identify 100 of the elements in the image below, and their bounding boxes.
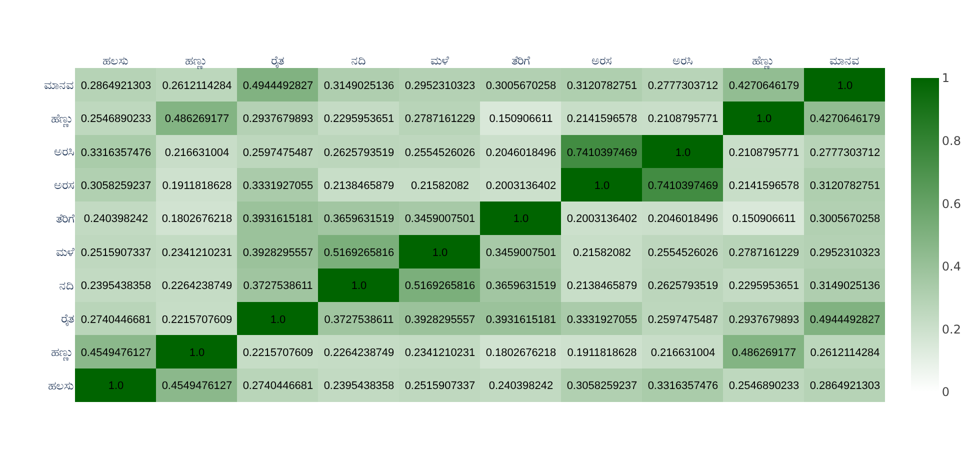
data-label: 0.21582082 [572,246,632,259]
data-label: 0.2046018496 [486,146,556,159]
data-label: 0.3316357476 [648,380,718,392]
data-label: 0.2295953651 [324,112,394,125]
data-label: 0.5169265816 [404,280,476,292]
data-label: 0.1802676218 [162,212,232,225]
data-label: 0.2341210231 [404,346,476,359]
data-label: 0.3149025136 [324,80,394,92]
data-label: 0.2515907337 [404,380,476,392]
data-label: 0.3005670258 [486,80,556,92]
data-label: 0.2554526026 [404,146,476,159]
y-tick-label: ಹೆಣ್ಣು [51,111,74,128]
data-label: 0.1911818628 [162,180,232,192]
data-label: 0.2515907337 [80,246,152,259]
data-label: 0.4549476127 [162,380,232,392]
data-label: 0.3331927055 [566,314,638,326]
data-label: 0.2264238749 [162,280,232,292]
x-tick-label: ಹಣ್ಣು [185,54,208,70]
data-label: 0.2108795771 [728,146,800,159]
data-label: 0.21582082 [410,180,470,192]
data-label: 0.2141596578 [566,112,638,125]
data-label: 0.2395438358 [80,280,152,292]
data-label: 0.3149025136 [810,280,880,292]
data-label: 0.2395438358 [324,380,394,392]
data-label: 0.240398242 [488,380,554,392]
data-label: 0.3058259237 [80,180,152,192]
data-label: 0.3931615181 [486,314,556,326]
data-label: 0.216631004 [164,146,230,159]
data-label: 0.2625793519 [648,280,718,292]
data-label: 0.486269177 [164,112,230,125]
data-label: 0.3459007501 [404,212,476,225]
x-tick-label: ನದಿ [351,54,366,68]
y-tick-label: ಮಳೆ [56,244,75,259]
data-label: 0.486269177 [732,346,796,359]
data-label: 0.3331927055 [242,180,314,192]
x-tick-label: ಹೆಣ್ಣು [752,54,775,70]
color-bar-label: 0 [942,385,950,400]
data-label: 0.2937679893 [242,112,314,125]
data-label: 0.2003136402 [566,212,638,225]
data-label: 0.2864921303 [810,380,880,392]
data-label: 0.1802676218 [486,346,556,359]
data-label: 0.2864921303 [80,80,152,92]
data-label: 0.2777303712 [648,80,718,92]
data-label: 0.2787161229 [404,112,476,125]
data-label: 0.2952310323 [810,246,880,259]
data-label: 0.2003136402 [486,180,556,192]
data-label: 1.0 [513,212,529,225]
data-label: 0.2787161229 [728,246,800,259]
data-label: 0.2141596578 [728,180,800,192]
data-label: 0.4270646179 [810,112,880,125]
data-label: 0.2295953651 [728,280,800,292]
data-label: 0.3727538611 [243,280,313,292]
x-tick-label: ಮಾನವ [830,54,860,68]
y-tick-label: ರೈತ [61,312,74,327]
data-label: 0.2937679893 [728,314,800,326]
data-label: 0.3659631519 [324,212,394,225]
y-tick-label: ಅರಸ [54,178,74,192]
y-tick-label: ಮಾನವ [44,78,74,92]
x-tick-label: ಮಳೆ [430,54,450,68]
color-bar-label: 0.2 [942,322,961,336]
data-label: 1.0 [594,180,610,192]
data-label: 0.2546890233 [80,112,152,125]
x-tick-label: ಅರಸ [592,54,612,68]
data-label: 0.2740446681 [80,314,152,326]
data-label: 0.2625793519 [324,146,394,159]
data-label: 1.0 [351,280,367,292]
x-tick-label: ಹಲಸು [102,54,128,68]
color-bar-label: 0.6 [942,196,961,211]
data-label: 1.0 [837,80,853,92]
data-label: 0.2612114284 [810,346,880,359]
data-label: 0.2138465879 [566,280,638,292]
x-tick-label: ಅರಸಿ [672,54,692,68]
data-label: 0.2546890233 [728,380,800,392]
data-label: 0.2597475487 [648,314,718,326]
data-label: 1.0 [675,146,691,159]
data-label: 0.3005670258 [810,212,880,225]
data-label: 0.3931615181 [242,212,314,225]
data-label: 0.1911818628 [567,346,637,359]
data-label: 0.2597475487 [242,146,314,159]
x-tick-label: ರೈತ [271,54,284,69]
y-tick-label: ತೆರಿಗೆ [56,212,75,226]
data-label: 0.2341210231 [162,246,232,259]
data-label: 0.240398242 [84,212,148,225]
data-label: 0.4549476127 [80,346,152,359]
y-tick-label: ಅರಸಿ [54,144,74,159]
color-bar-label: 0.4 [942,260,961,274]
data-label: 0.3120782751 [566,80,638,92]
data-label: 0.2138465879 [324,180,394,192]
data-label: 0.2215707609 [242,346,314,359]
y-tick-label: ಹಣ್ಣು [51,345,74,362]
data-label: 0.4270646179 [728,80,800,92]
y-tick-label: ನದಿ [59,278,74,292]
color-bar-label: 1 [942,71,950,86]
data-label: 0.2554526026 [648,246,718,259]
data-label: 1.0 [189,346,205,359]
data-label: 0.4944492827 [810,314,880,326]
data-label: 0.7410397469 [566,146,638,159]
data-label: 0.7410397469 [648,180,718,192]
data-label: 0.3659631519 [486,280,556,292]
data-label: 0.216631004 [650,346,716,359]
